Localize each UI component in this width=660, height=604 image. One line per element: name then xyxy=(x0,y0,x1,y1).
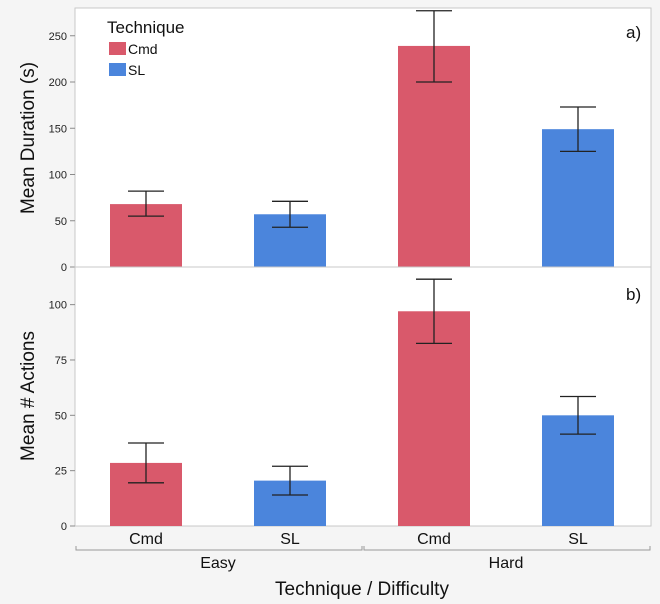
panel-b-ytick-label-0: 0 xyxy=(61,521,67,533)
panel-a-errorbar-easy-cmd xyxy=(128,190,164,217)
panel-a-y-axis: 0 50 100 150 200 250 xyxy=(49,31,75,274)
panel-b-ylabel: Mean # Actions xyxy=(18,331,39,461)
x-axis-title: Technique / Difficulty xyxy=(275,579,449,600)
panel-a-ylabel: Mean Duration (s) xyxy=(18,62,39,214)
panel-a-errorbar-hard-cmd xyxy=(416,10,452,83)
panel-a-ytick-label-100: 100 xyxy=(49,170,67,182)
legend-label-cmd: Cmd xyxy=(128,41,158,57)
panel-a-tag: a) xyxy=(626,23,641,42)
panel-b-errorbar-easy-sl xyxy=(272,465,308,496)
group-bracket-easy xyxy=(75,546,363,551)
panel-a-errorbar-hard-sl xyxy=(560,106,596,153)
panel-a-ytick-label-200: 200 xyxy=(49,77,67,89)
x-axis: Cmd SL Cmd SL Easy Hard Technique / Diff… xyxy=(75,531,651,600)
panel-b-actions: 0 25 50 75 100 b) Mean # Actions xyxy=(18,266,652,533)
panel-b-tag: b) xyxy=(626,285,641,304)
panel-a-duration: 0 50 100 150 200 250 a) Mean Duration (s) xyxy=(18,7,652,274)
panel-b-ytick-label-25: 25 xyxy=(55,466,67,478)
panel-b-errorbar-easy-cmd xyxy=(128,442,164,484)
panel-a-ytick-label-50: 50 xyxy=(55,216,67,228)
panel-b-errorbar-hard-sl xyxy=(560,395,596,435)
panel-b-ytick-label-50: 50 xyxy=(55,410,67,422)
x-group-easy: Easy xyxy=(200,555,236,572)
x-category-easy-sl: SL xyxy=(280,531,300,548)
panel-a-errorbar-easy-sl xyxy=(272,200,308,228)
panel-a-bar-hard-cmd xyxy=(398,45,470,267)
legend-swatch-cmd xyxy=(109,42,126,55)
panel-b-y-axis: 0 25 50 75 100 xyxy=(49,300,75,533)
legend-label-sl: SL xyxy=(128,62,145,78)
x-group-hard: Hard xyxy=(489,555,524,572)
panel-b-errorbar-hard-cmd xyxy=(416,278,452,345)
x-category-easy-cmd: Cmd xyxy=(129,531,163,548)
x-category-hard-sl: SL xyxy=(568,531,588,548)
panel-a-ytick-label-0: 0 xyxy=(61,262,67,274)
panel-b-ytick-label-75: 75 xyxy=(55,355,67,367)
group-bracket-hard xyxy=(363,546,651,551)
panel-b-bars xyxy=(110,278,614,526)
panel-a-ytick-label-250: 250 xyxy=(49,31,67,43)
panel-a-ytick-label-150: 150 xyxy=(49,123,67,135)
panel-b-bar-hard-cmd xyxy=(398,311,470,526)
legend: Technique Cmd SL xyxy=(107,18,185,78)
x-category-hard-cmd: Cmd xyxy=(417,531,451,548)
legend-title: Technique xyxy=(107,18,185,37)
panel-a-bar-hard-sl xyxy=(542,129,614,267)
panel-a-bars xyxy=(110,10,614,267)
panel-b-ytick-label-100: 100 xyxy=(49,300,67,312)
legend-swatch-sl xyxy=(109,63,126,76)
